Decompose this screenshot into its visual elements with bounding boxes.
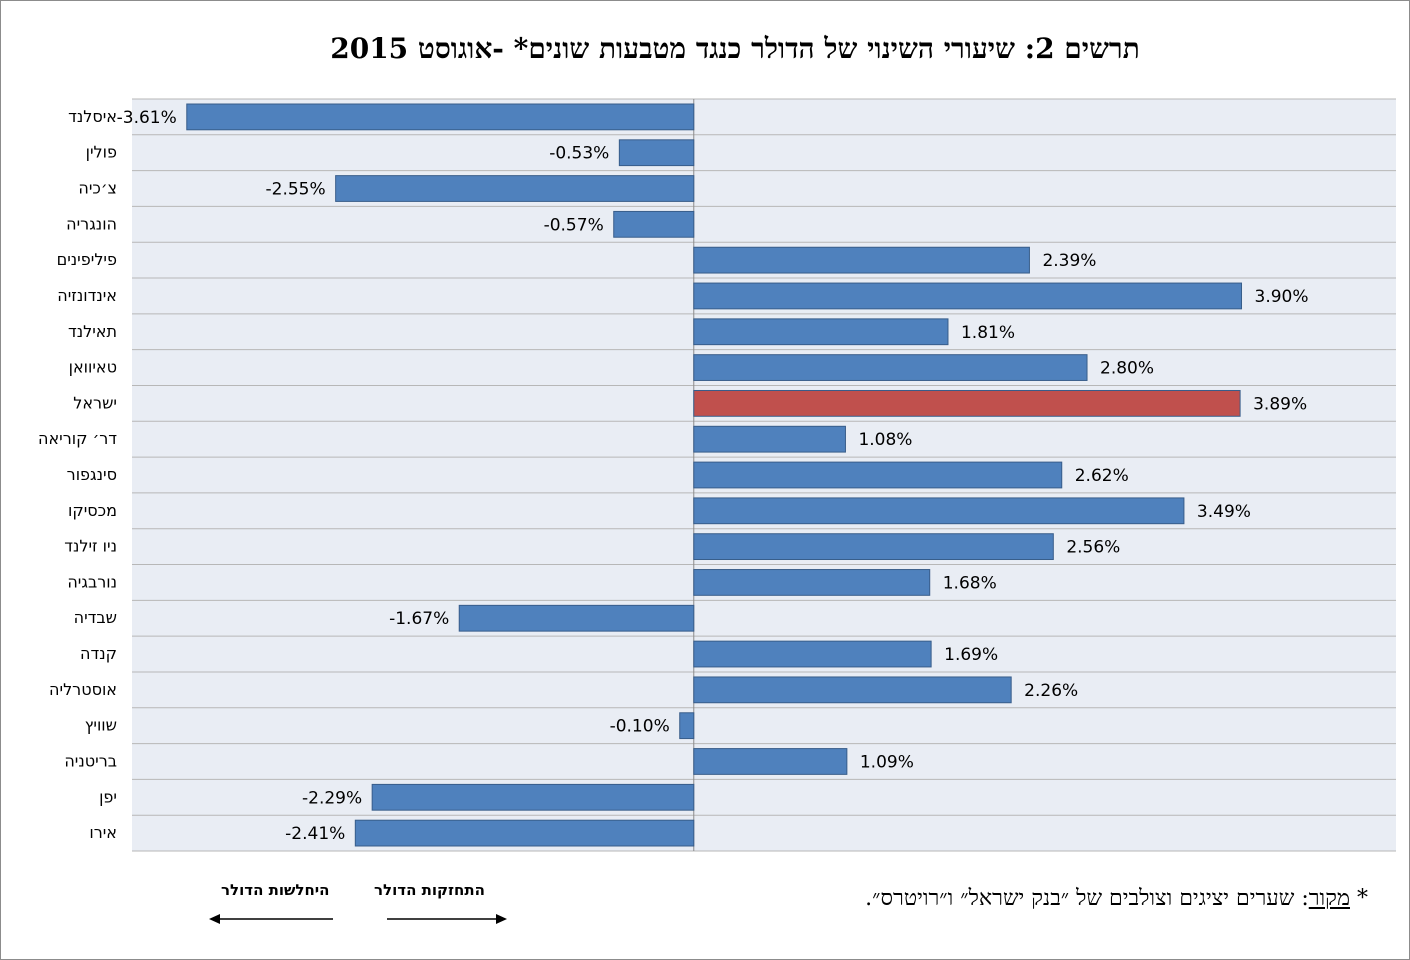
category-label: פולין	[86, 143, 117, 162]
data-label: -0.10%	[610, 717, 670, 737]
data-label: -2.55%	[266, 180, 326, 200]
category-label: צ׳כיה	[78, 179, 117, 198]
bar	[679, 712, 695, 740]
bar	[335, 175, 695, 202]
data-label: 1.69%	[944, 645, 998, 665]
weaken-arrow-icon	[209, 914, 220, 924]
category-label: אירו	[89, 823, 117, 842]
data-label: 1.81%	[961, 323, 1015, 343]
category-label: נורבגיה	[67, 572, 117, 591]
bar	[618, 139, 695, 167]
category-label: יפן	[99, 787, 117, 806]
category-label: הונגריה	[66, 214, 117, 233]
bar	[693, 640, 932, 668]
footnote-text: : שערים יציגים וצולבים של ״בנק ישראל״ ו״…	[865, 886, 1309, 911]
bar	[693, 246, 1030, 274]
category-label: טאיוואן	[69, 358, 117, 377]
category-label: שבדיה	[74, 608, 117, 627]
data-label: 1.68%	[943, 573, 997, 593]
strengthen-arrow-icon	[496, 914, 507, 924]
category-label: קנדה	[80, 644, 117, 663]
category-label: בריטניה	[64, 751, 117, 770]
bar	[693, 569, 931, 596]
bar	[693, 461, 1063, 489]
data-label: 2.62%	[1075, 466, 1129, 486]
bar	[693, 389, 1241, 417]
category-label: מכסיקו	[68, 501, 117, 520]
data-label: 1.08%	[858, 430, 912, 450]
bar	[693, 318, 949, 346]
data-label: -1.67%	[389, 609, 449, 629]
data-label: 2.26%	[1024, 681, 1078, 701]
category-label: שוויץ	[85, 716, 117, 735]
bar	[186, 103, 695, 131]
data-label: 2.80%	[1100, 359, 1154, 379]
bar	[371, 783, 695, 811]
bar	[693, 354, 1088, 381]
data-label: -3.61%	[117, 108, 177, 128]
bar	[693, 533, 1054, 561]
plot-area: -3.61%איסלנד -0.53% פולין -2.55% צ׳כיה -0.57%…	[38, 98, 1396, 852]
category-label: איסלנד	[68, 107, 117, 126]
data-label: -0.57%	[544, 215, 604, 235]
bar	[693, 497, 1185, 525]
category-label: אינדונזיה	[57, 286, 117, 305]
legend-weaken-label: היחלשות הדולר	[221, 881, 330, 899]
bar	[458, 604, 695, 632]
data-label: 2.56%	[1066, 538, 1120, 558]
bar	[693, 425, 846, 453]
category-label: ישראל	[73, 393, 117, 412]
legend-arrows	[209, 914, 507, 924]
data-label: 1.09%	[860, 752, 914, 772]
category-label: פיליפינים	[57, 250, 117, 269]
source-footnote: * מקור: שערים יציגים וצולבים של ״בנק ישר…	[865, 885, 1368, 911]
data-label: -0.53%	[549, 144, 609, 164]
bar	[693, 748, 848, 775]
footnote-source-word: מקור	[1308, 886, 1350, 911]
data-label: -2.41%	[285, 824, 345, 844]
bar	[693, 282, 1243, 310]
bar	[354, 819, 695, 847]
footnote-star: *	[1357, 886, 1368, 911]
category-label: ניו זילנד	[64, 537, 117, 556]
data-label: 3.90%	[1255, 287, 1309, 307]
category-label: סינגפור	[67, 465, 117, 484]
bar	[613, 210, 695, 238]
bar	[693, 676, 1012, 704]
legend-strengthen-label: התחזקות הדולר	[374, 881, 485, 899]
data-label: 3.89%	[1253, 394, 1307, 414]
category-label: דר׳ קוריאה	[38, 429, 117, 448]
category-label: אוסטרליה	[49, 680, 117, 699]
data-label: -2.29%	[302, 788, 362, 808]
data-label: 2.39%	[1042, 251, 1096, 271]
chart-title: תרשים 2: שיעורי השינוי של הדולר כנגד מטב…	[330, 32, 1140, 65]
data-label: 3.49%	[1197, 502, 1251, 522]
category-label: תאילנד	[68, 322, 117, 341]
